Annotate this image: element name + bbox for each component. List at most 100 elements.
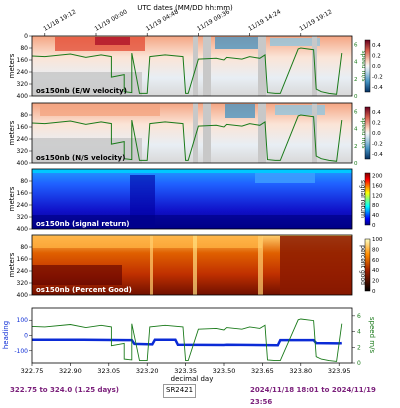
colorbar-tick-label-4: -0.4 [372, 85, 383, 91]
bottom-axis-label: decimal day [171, 375, 214, 383]
colorbar-tick-label-5: 0 [372, 289, 376, 295]
ew-speed-overlay-line [32, 47, 343, 95]
depth-tick-label-3: 320 [17, 214, 29, 221]
ns-ylabel: meters [8, 120, 16, 145]
bottom-tick-label-1: 322.90 [59, 367, 82, 375]
ew-depth-ticks: 0 80 160 240 320 400 [17, 33, 32, 100]
signal-right-axis-label: signal return [359, 180, 366, 218]
bottom-tick-label-3: 323.20 [136, 367, 159, 375]
ew-ylabel: meters [8, 53, 16, 78]
ew-no-data-gap-3 [258, 36, 266, 96]
depth-tick-label-4: 400 [17, 160, 29, 167]
heading-tick-label-0: 100 [17, 317, 29, 324]
colorbar-tick-label-1: 0.2 [372, 54, 381, 60]
speed-tick-label-1: 4 [354, 60, 358, 66]
speed-axis-tick-label-1: 4 [357, 329, 361, 336]
bottom-tick-label-5: 323.50 [213, 367, 236, 375]
pg-high-region [280, 236, 352, 295]
depth-tick-label-4: 400 [17, 292, 29, 299]
depth-tick-label-3: 320 [17, 280, 29, 287]
colorbar-tick-label-0: 200 [372, 173, 383, 179]
signal-lower-band [32, 215, 352, 229]
speed-tick-label-1: 4 [354, 127, 358, 133]
pg-panel-label: os150nb (Percent Good) [36, 286, 132, 294]
signal-bright-band [255, 173, 315, 183]
speed-series-line [32, 318, 343, 362]
pg-stripe-2 [193, 235, 197, 295]
depth-tick-label-2: 240 [17, 202, 29, 209]
speed-axis-tick-label-3: 0 [357, 360, 361, 367]
pg-depth-ticks: 80 160 240 320 400 [17, 244, 32, 299]
colorbar-tick-label-2: 60 [372, 258, 379, 264]
signal-ylabel: meters [8, 186, 16, 211]
bottom-tick-label-4: 323.35 [174, 367, 197, 375]
colorbar-tick-label-2: 0.0 [372, 131, 381, 137]
speed-axis-tick-label-2: 2 [357, 344, 361, 351]
bottom-tick-label-7: 323.80 [289, 367, 312, 375]
colorbar-tick-label-5: 0 [372, 223, 376, 229]
ns-right-axis-label: speed m/s [360, 117, 367, 148]
colorbar-tick-label-0: 100 [372, 237, 383, 243]
footer-cruise-id: SR2421 [163, 384, 197, 398]
speed-tick-label-0: 6 [354, 43, 358, 49]
ew-cool-region [215, 37, 260, 49]
top-tick-label-4: 11/19 14:24 [247, 8, 282, 32]
colorbar-tick-label-1: 160 [372, 183, 383, 189]
depth-tick-label-1: 160 [17, 124, 29, 131]
ns-no-data-gap-1 [193, 103, 198, 163]
colorbar-tick-label-2: 0.0 [372, 64, 381, 70]
ns-depth-ticks: 80 160 240 320 400 [17, 112, 32, 167]
bottom-tick-label-8: 323.95 [328, 367, 351, 375]
speed-ylabel: speed m/s [368, 317, 376, 354]
signal-surface-band [32, 169, 352, 173]
depth-tick-label-2: 240 [17, 136, 29, 143]
ns-colorbar [364, 106, 371, 160]
pg-ylabel: meters [8, 252, 16, 277]
top-tick-label-0: 11/18 19:12 [42, 8, 77, 32]
depth-tick-label-0: 80 [20, 244, 28, 251]
top-date-ticks: 11/18 19:12 11/19 00:00 11/19 04:48 11/19 0… [42, 8, 334, 36]
speed-tick-label-3: 0 [354, 94, 358, 100]
speed-tick-label-2: 2 [354, 77, 358, 83]
ns-no-data-gap-2 [203, 103, 211, 163]
footer-day-range: 322.75 to 324.0 (1.25 days) [10, 386, 119, 394]
colorbar-tick-label-2: 120 [372, 193, 383, 199]
footer-date-range: 2024/11/18 18:01 to 2024/11/19 23:56 [250, 386, 376, 406]
pg-colorbar-ticks: 100 80 60 40 20 0 [372, 237, 383, 295]
depth-tick-label-0: 0 [24, 33, 28, 40]
depth-tick-label-3: 240 [17, 69, 29, 76]
ew-right-axis-label: speed m/s [360, 50, 367, 81]
signal-depth-ticks: 80 160 240 320 400 [17, 178, 32, 233]
pg-stripe-1 [150, 235, 153, 295]
depth-tick-label-1: 160 [17, 190, 29, 197]
decimal-day-ticks: 322.75 322.90 323.05 323.20 323.35 323.50 323.… [21, 363, 351, 375]
colorbar-tick-label-4: 40 [372, 213, 379, 219]
depth-tick-label-2: 160 [17, 57, 29, 64]
depth-tick-label-0: 80 [20, 178, 28, 185]
bottom-tick-label-0: 322.75 [21, 367, 44, 375]
ns-no-data-gap-3 [258, 103, 266, 163]
colorbar-tick-label-3: 40 [372, 268, 379, 274]
depth-tick-label-1: 80 [20, 45, 28, 52]
heading-tick-label-1: 0 [24, 333, 28, 340]
speed-tick-label-3: 0 [354, 161, 358, 167]
depth-tick-label-4: 400 [17, 226, 29, 233]
top-tick-label-5: 11/19 19:12 [298, 8, 333, 32]
ew-no-data-gap-2 [203, 36, 211, 96]
ew-panel-label: os150nb (E/W velocity) [36, 87, 127, 95]
depth-tick-label-3: 320 [17, 148, 29, 155]
depth-tick-label-5: 400 [17, 93, 29, 100]
colorbar-tick-label-1: 0.2 [372, 121, 381, 127]
speed-axis-tick-label-0: 6 [357, 313, 361, 320]
depth-tick-label-4: 320 [17, 81, 29, 88]
ns-cool-region-2 [275, 105, 325, 115]
colorbar-tick-label-0: 0.4 [372, 43, 381, 49]
ns-speed-overlay-line [32, 114, 343, 162]
ew-hot-core [95, 37, 130, 45]
pg-stripe-3 [258, 235, 263, 295]
pg-low-region [32, 265, 122, 285]
